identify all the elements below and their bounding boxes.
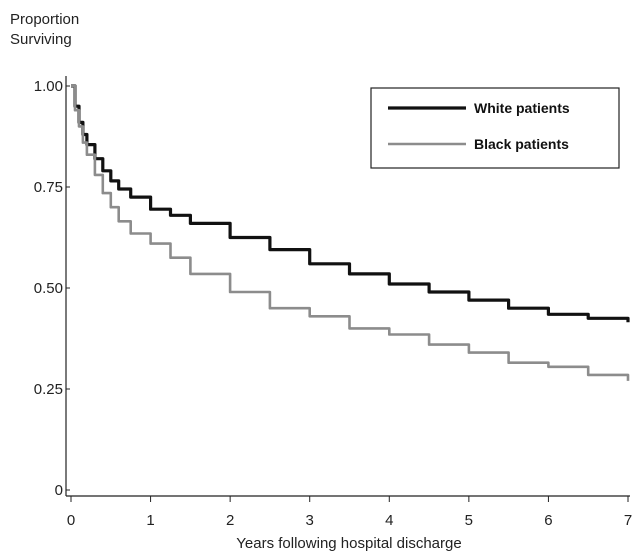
series-line-white-patients [71, 84, 630, 323]
x-tick-label: 0 [67, 512, 75, 529]
x-tick-label: 4 [385, 512, 393, 529]
y-axis-label-line-2: Surviving [10, 31, 72, 48]
y-tick-label: 1.00 [34, 78, 63, 95]
legend-box [370, 87, 620, 169]
x-tick-label: 3 [306, 512, 314, 529]
x-tick-label: 5 [465, 512, 473, 529]
x-tick-label: 6 [544, 512, 552, 529]
x-tick-label: 7 [624, 512, 632, 529]
x-tick-label: 1 [146, 512, 154, 529]
ticks: 1.00 0.75 0.50 0.25 00 1 2 3 4 5 6 7 [34, 78, 632, 529]
y-tick-label: 0.50 [34, 280, 63, 297]
y-tick-label: 0.75 [34, 179, 63, 196]
legend-label: White patients [474, 100, 570, 116]
series-line-black-patients [71, 84, 630, 381]
x-axis-label: Years following hospital discharge [236, 535, 461, 552]
y-tick-label: 0 [55, 482, 63, 499]
axes [65, 76, 630, 497]
series-lines [71, 84, 630, 381]
y-axis-label: Proportion Surviving [10, 10, 79, 50]
y-tick-label: 0.25 [34, 381, 63, 398]
legend: White patients Black patients [370, 87, 620, 169]
y-axis-label-line-1: Proportion [10, 11, 80, 28]
x-tick-label: 2 [226, 512, 234, 529]
legend-label: Black patients [474, 136, 569, 152]
